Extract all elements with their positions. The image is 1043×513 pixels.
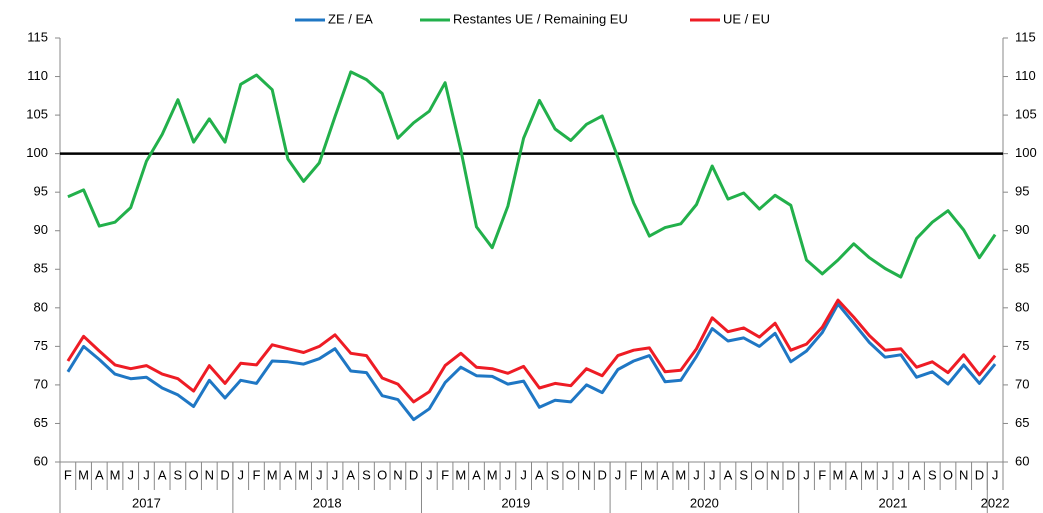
series-line: [66, 298, 997, 404]
year-label: 2020: [690, 495, 719, 510]
y2-tick-label: 85: [1015, 261, 1029, 276]
x-tick-label: J: [316, 467, 323, 482]
x-tick-label: D: [786, 467, 795, 482]
year-label: 2019: [501, 495, 530, 510]
x-tick-label: O: [754, 467, 764, 482]
x-tick-label: A: [535, 467, 544, 482]
x-tick-label: M: [78, 467, 89, 482]
x-tick-label: D: [220, 467, 229, 482]
x-tick-label: M: [455, 467, 466, 482]
x-tick-label: N: [959, 467, 968, 482]
x-tick-label: F: [252, 467, 260, 482]
x-tick-label: M: [644, 467, 655, 482]
x-tick-label: D: [598, 467, 607, 482]
x-tick-label: M: [110, 467, 121, 482]
legend-label: UE / EU: [723, 11, 770, 26]
x-tick-label: S: [928, 467, 937, 482]
x-tick-label: S: [739, 467, 748, 482]
y-tick-label: 110: [27, 68, 48, 83]
x-tick-label: O: [189, 467, 199, 482]
x-tick-label: J: [898, 467, 905, 482]
x-tick-label: N: [205, 467, 214, 482]
x-tick-label: M: [675, 467, 686, 482]
x-tick-label: J: [992, 467, 999, 482]
y-tick-label: 105: [26, 107, 48, 122]
x-tick-label: F: [64, 467, 72, 482]
y-tick-label: 65: [34, 415, 48, 430]
y2-tick-label: 115: [1015, 29, 1036, 44]
series-line: [66, 302, 997, 422]
x-tick-label: F: [441, 467, 449, 482]
legend-label: ZE / EA: [328, 11, 373, 26]
x-tick-label: J: [882, 467, 889, 482]
y2-tick-label: 95: [1015, 184, 1029, 199]
y-tick-label: 80: [34, 299, 48, 314]
x-tick-label: O: [943, 467, 953, 482]
x-tick-label: M: [487, 467, 498, 482]
x-tick-label: M: [298, 467, 309, 482]
y-tick-label: 90: [34, 222, 48, 237]
x-tick-label: S: [362, 467, 371, 482]
x-tick-label: D: [975, 467, 984, 482]
y-tick-label: 75: [34, 338, 48, 353]
series-line: [67, 70, 997, 279]
x-tick-label: A: [849, 467, 858, 482]
x-tick-label: J: [520, 467, 527, 482]
x-tick-label: J: [143, 467, 150, 482]
x-tick-label: M: [833, 467, 844, 482]
y-tick-label: 115: [27, 29, 48, 44]
x-tick-label: A: [661, 467, 670, 482]
x-tick-label: J: [426, 467, 433, 482]
y2-tick-label: 80: [1015, 299, 1029, 314]
year-label: 2022: [981, 495, 1010, 510]
y-tick-label: 60: [34, 453, 48, 468]
y-tick-label: 100: [26, 145, 48, 160]
x-tick-label: S: [551, 467, 560, 482]
x-tick-label: N: [393, 467, 402, 482]
x-tick-label: J: [803, 467, 810, 482]
x-tick-label: A: [95, 467, 104, 482]
y2-tick-label: 90: [1015, 222, 1029, 237]
x-tick-label: J: [693, 467, 700, 482]
year-label: 2017: [132, 495, 161, 510]
x-tick-label: A: [912, 467, 921, 482]
x-tick-label: M: [864, 467, 875, 482]
y2-tick-label: 105: [1015, 107, 1037, 122]
x-tick-label: F: [630, 467, 638, 482]
x-tick-label: J: [615, 467, 622, 482]
x-tick-label: O: [377, 467, 387, 482]
x-tick-label: J: [332, 467, 339, 482]
y2-tick-label: 110: [1015, 68, 1036, 83]
x-tick-label: F: [818, 467, 826, 482]
y2-tick-label: 60: [1015, 453, 1029, 468]
y2-tick-label: 75: [1015, 338, 1029, 353]
x-tick-label: D: [409, 467, 418, 482]
y2-tick-label: 65: [1015, 415, 1029, 430]
x-tick-label: O: [566, 467, 576, 482]
y2-tick-label: 70: [1015, 376, 1029, 391]
legend-label: Restantes UE / Remaining EU: [453, 11, 628, 26]
y2-tick-label: 100: [1015, 145, 1037, 160]
x-tick-label: M: [267, 467, 278, 482]
x-tick-label: N: [582, 467, 591, 482]
y-tick-label: 85: [34, 261, 48, 276]
x-tick-label: A: [724, 467, 733, 482]
y-tick-label: 70: [34, 376, 48, 391]
x-tick-label: J: [127, 467, 134, 482]
x-tick-label: A: [346, 467, 355, 482]
year-label: 2021: [879, 495, 908, 510]
y-tick-label: 95: [34, 184, 48, 199]
x-tick-label: J: [237, 467, 244, 482]
x-tick-label: S: [174, 467, 183, 482]
x-tick-label: A: [472, 467, 481, 482]
x-tick-label: A: [158, 467, 167, 482]
x-tick-label: A: [284, 467, 293, 482]
x-tick-label: N: [770, 467, 779, 482]
x-tick-label: J: [505, 467, 512, 482]
year-label: 2018: [313, 495, 342, 510]
x-tick-label: J: [709, 467, 716, 482]
